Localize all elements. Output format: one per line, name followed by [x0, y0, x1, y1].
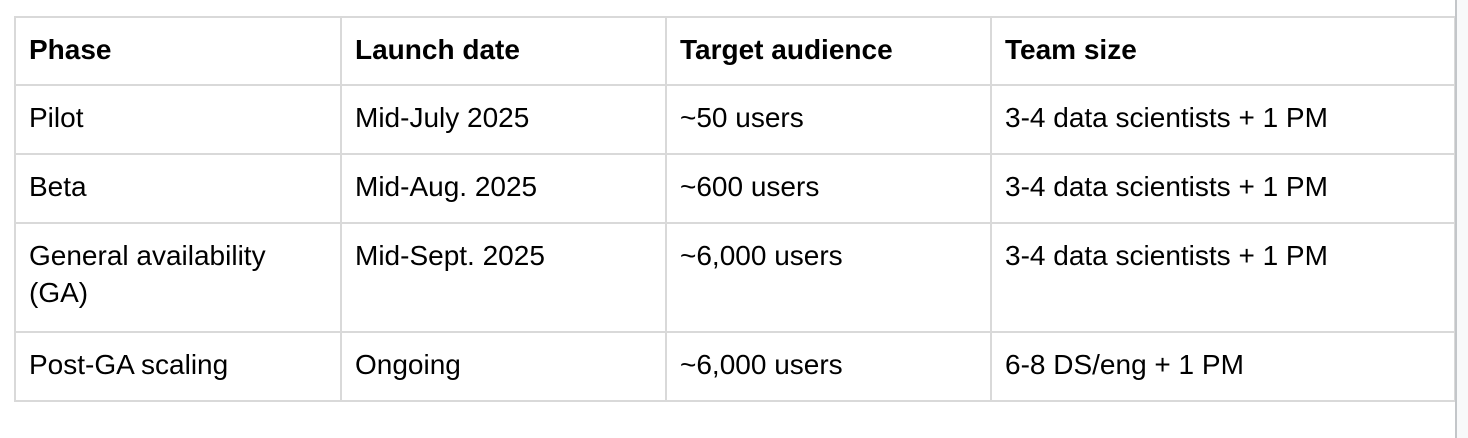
table-row: Post-GA scaling Ongoing ~6,000 users 6-8… [14, 331, 1456, 402]
cell-launch-date: Ongoing [340, 331, 667, 402]
cell-launch-date: Mid-Aug. 2025 [340, 153, 667, 224]
column-header-target-audience: Target audience [665, 16, 992, 86]
cell-target-audience: ~50 users [665, 84, 992, 155]
table-row: General availability (GA) Mid-Sept. 2025… [14, 222, 1456, 333]
page-edge-gutter [1455, 0, 1468, 438]
cell-launch-date: Mid-July 2025 [340, 84, 667, 155]
cell-phase: Beta [14, 153, 342, 224]
cell-team-size: 3-4 data scientists + 1 PM [990, 84, 1456, 155]
cell-team-size: 3-4 data scientists + 1 PM [990, 222, 1456, 333]
table-header-row: Phase Launch date Target audience Team s… [14, 16, 1456, 86]
cell-phase: Pilot [14, 84, 342, 155]
rollout-schedule-table: Phase Launch date Target audience Team s… [14, 16, 1456, 402]
column-header-team-size: Team size [990, 16, 1456, 86]
cell-team-size: 6-8 DS/eng + 1 PM [990, 331, 1456, 402]
cell-target-audience: ~6,000 users [665, 331, 992, 402]
cell-phase: Post-GA scaling [14, 331, 342, 402]
cell-phase: General availability (GA) [14, 222, 342, 333]
table-row: Pilot Mid-July 2025 ~50 users 3-4 data s… [14, 84, 1456, 155]
cell-launch-date: Mid-Sept. 2025 [340, 222, 667, 333]
cell-target-audience: ~6,000 users [665, 222, 992, 333]
table-row: Beta Mid-Aug. 2025 ~600 users 3-4 data s… [14, 153, 1456, 224]
column-header-phase: Phase [14, 16, 342, 86]
column-header-launch-date: Launch date [340, 16, 667, 86]
cell-target-audience: ~600 users [665, 153, 992, 224]
cell-team-size: 3-4 data scientists + 1 PM [990, 153, 1456, 224]
